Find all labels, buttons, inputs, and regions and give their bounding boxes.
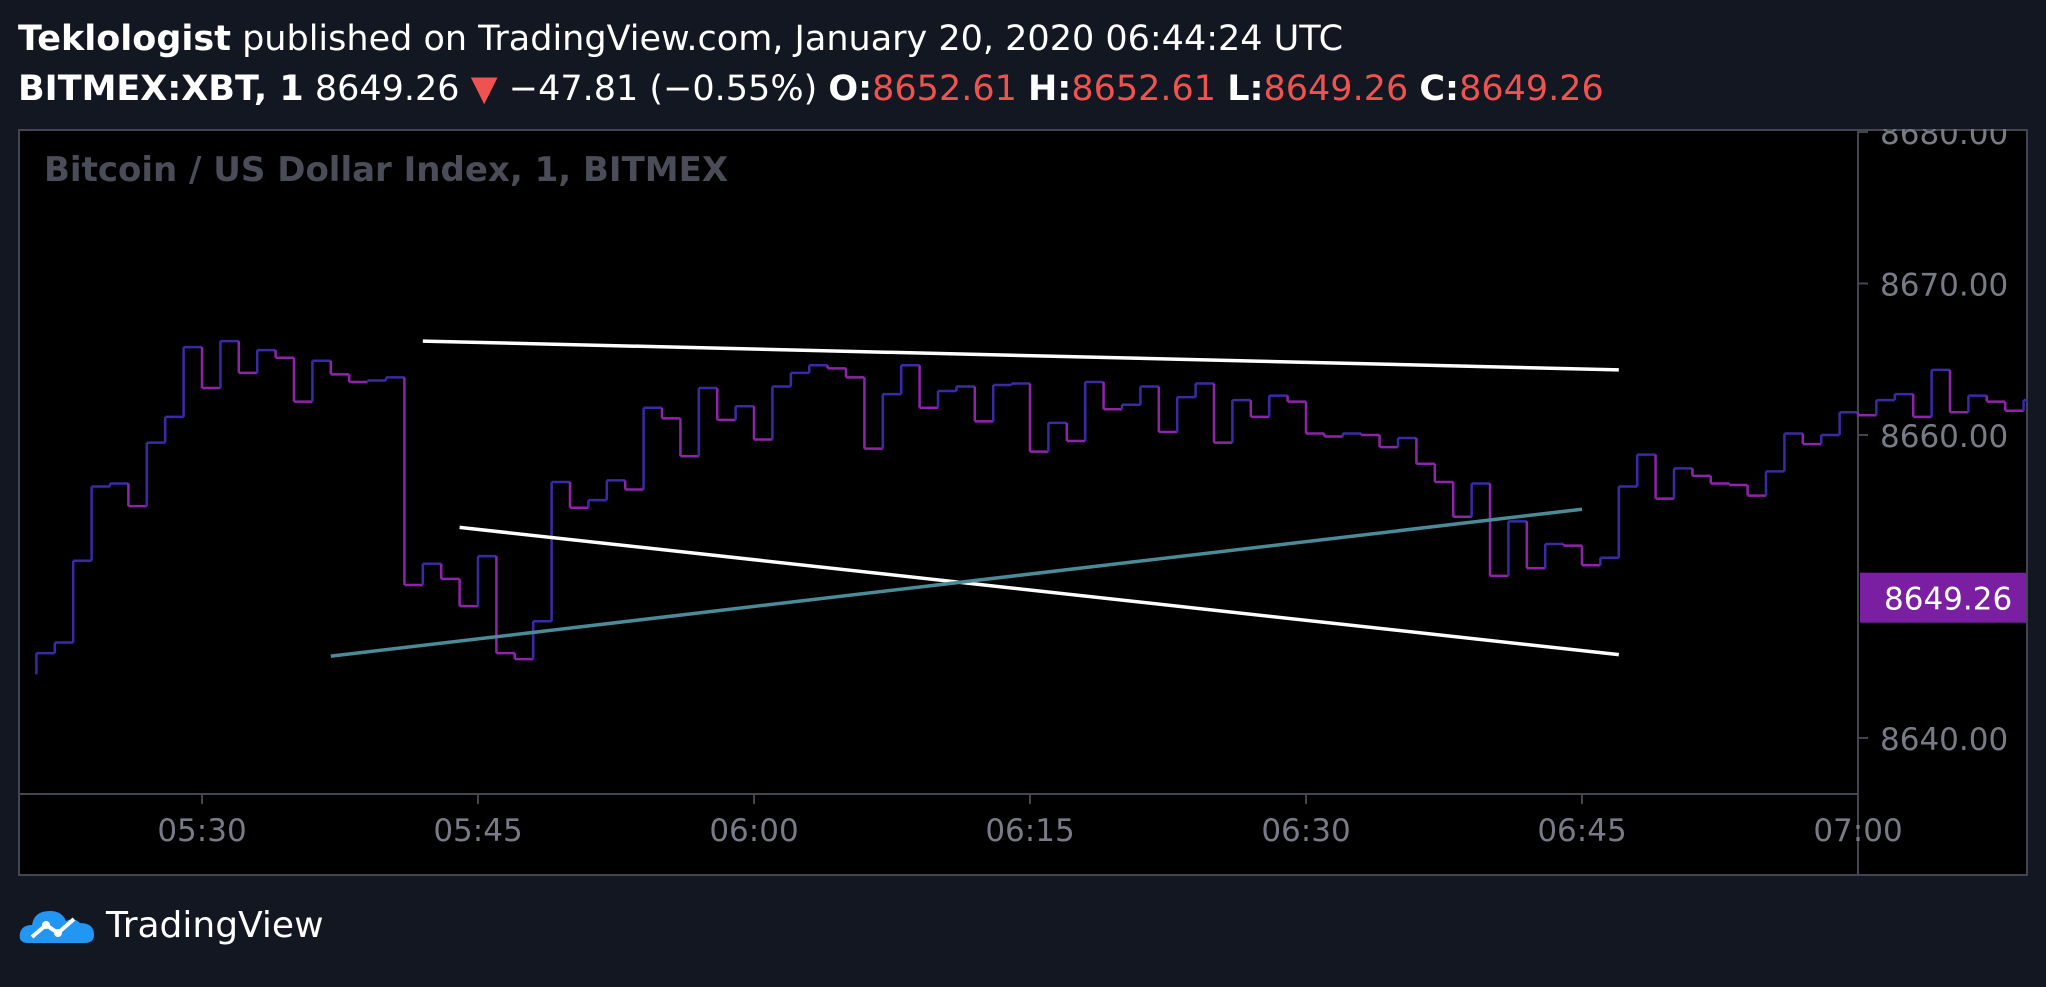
x-tick-label: 06:00 [709, 813, 798, 849]
high-label: H: [1028, 69, 1072, 109]
last-price-tag [1860, 572, 2026, 623]
trendline-lower-support[interactable] [459, 525, 1619, 657]
x-tick-label: 06:45 [1537, 813, 1626, 849]
publish-line: Teklologist published on TradingView.com… [18, 14, 1604, 64]
trendline-rising-line[interactable] [330, 507, 1583, 658]
x-tick-label: 05:45 [433, 813, 522, 849]
chart-header: Teklologist published on TradingView.com… [18, 14, 1604, 114]
last-price-tag-label: 8649.26 [1884, 582, 2012, 618]
close-value: 8649.26 [1459, 69, 1604, 109]
tradingview-brand[interactable]: TradingView [106, 904, 324, 946]
price-axis[interactable] [1858, 129, 2028, 876]
footer: TradingView [18, 903, 324, 947]
y-tick-label: 8680.00 [1880, 129, 2008, 152]
high-value: 8652.61 [1071, 69, 1217, 109]
low-label: L: [1227, 69, 1264, 109]
published-text: published on TradingView.com, January 20… [242, 19, 1344, 59]
author-name[interactable]: Teklologist [18, 19, 231, 59]
symbol-line: BITMEX:XBT, 1 8649.26 ▼ −47.81 (−0.55%) … [18, 64, 1604, 114]
y-tick-label: 8660.00 [1880, 419, 2008, 455]
down-arrow-icon: ▼ [470, 69, 498, 109]
open-value: 8652.61 [872, 69, 1017, 109]
close-label: C: [1419, 69, 1460, 109]
x-tick-label: 06:30 [1261, 813, 1350, 849]
x-tick-label: 07:00 [1813, 813, 1902, 849]
open-label: O: [828, 69, 873, 109]
x-tick-label: 05:30 [157, 813, 246, 849]
price-chart[interactable]: Bitcoin / US Dollar Index, 1, BITMEX 8680… [18, 129, 2028, 876]
y-tick-label: 8670.00 [1880, 268, 2008, 304]
chart-title: Bitcoin / US Dollar Index, 1, BITMEX [44, 150, 728, 190]
low-value: 8649.26 [1263, 69, 1409, 109]
x-tick-label: 06:15 [985, 813, 1074, 849]
tradingview-logo-icon[interactable] [18, 903, 96, 947]
last-price: 8649.26 [314, 69, 460, 109]
trendline-upper-resistance[interactable] [422, 339, 1619, 372]
time-axis[interactable] [18, 794, 1858, 876]
y-tick-label: 8640.00 [1880, 722, 2008, 758]
chart-border [18, 129, 2028, 876]
plot-area[interactable] [18, 129, 1858, 794]
chart-container[interactable]: Bitcoin / US Dollar Index, 1, BITMEX 8680… [18, 129, 2028, 876]
symbol-label: BITMEX:XBT, 1 [18, 69, 304, 109]
price-change: −47.81 (−0.55%) [508, 69, 818, 109]
